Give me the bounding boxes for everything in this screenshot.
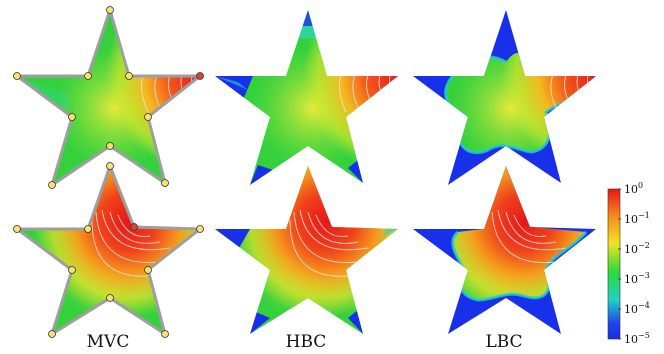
control-point xyxy=(106,142,114,150)
control-point xyxy=(13,225,21,233)
label-mvc: MVC xyxy=(87,332,130,352)
colorbar-tick-label: 10−5 xyxy=(624,331,650,346)
control-point xyxy=(48,181,56,189)
colorbar-gradient xyxy=(607,188,621,340)
label-hbc: HBC xyxy=(286,332,327,352)
label-lbc: LBC xyxy=(485,332,522,352)
panel-mvc-bottom xyxy=(13,162,204,338)
control-point xyxy=(106,294,114,302)
control-point xyxy=(196,225,204,233)
control-point xyxy=(144,266,152,274)
colorbar: 100 10−1 10−2 10−3 10−4 10−5 xyxy=(607,181,650,346)
control-point xyxy=(13,72,21,80)
colorbar-tick-label: 10−3 xyxy=(624,271,650,286)
colorbar-tick-label: 10−2 xyxy=(624,241,650,256)
active-control-point xyxy=(196,72,204,80)
control-point xyxy=(48,330,56,338)
colorbar-tick-label: 10−1 xyxy=(624,211,650,226)
panel-hbc-bottom xyxy=(215,166,398,334)
colorbar-tick-label: 100 xyxy=(624,181,643,196)
active-control-point xyxy=(130,223,138,231)
colorbar-tick-label: 10−4 xyxy=(624,301,650,316)
control-point xyxy=(144,113,152,121)
control-point xyxy=(84,72,92,80)
control-point xyxy=(106,6,114,14)
control-point xyxy=(106,162,114,170)
control-point xyxy=(161,179,169,187)
panel-lbc-top xyxy=(413,10,596,185)
control-point xyxy=(68,266,76,274)
control-point xyxy=(161,330,169,338)
control-point xyxy=(68,113,76,121)
control-point xyxy=(125,72,133,80)
control-points xyxy=(13,162,204,338)
panel-lbc-bottom xyxy=(413,166,596,334)
control-point xyxy=(84,225,92,233)
control-points xyxy=(13,6,204,189)
